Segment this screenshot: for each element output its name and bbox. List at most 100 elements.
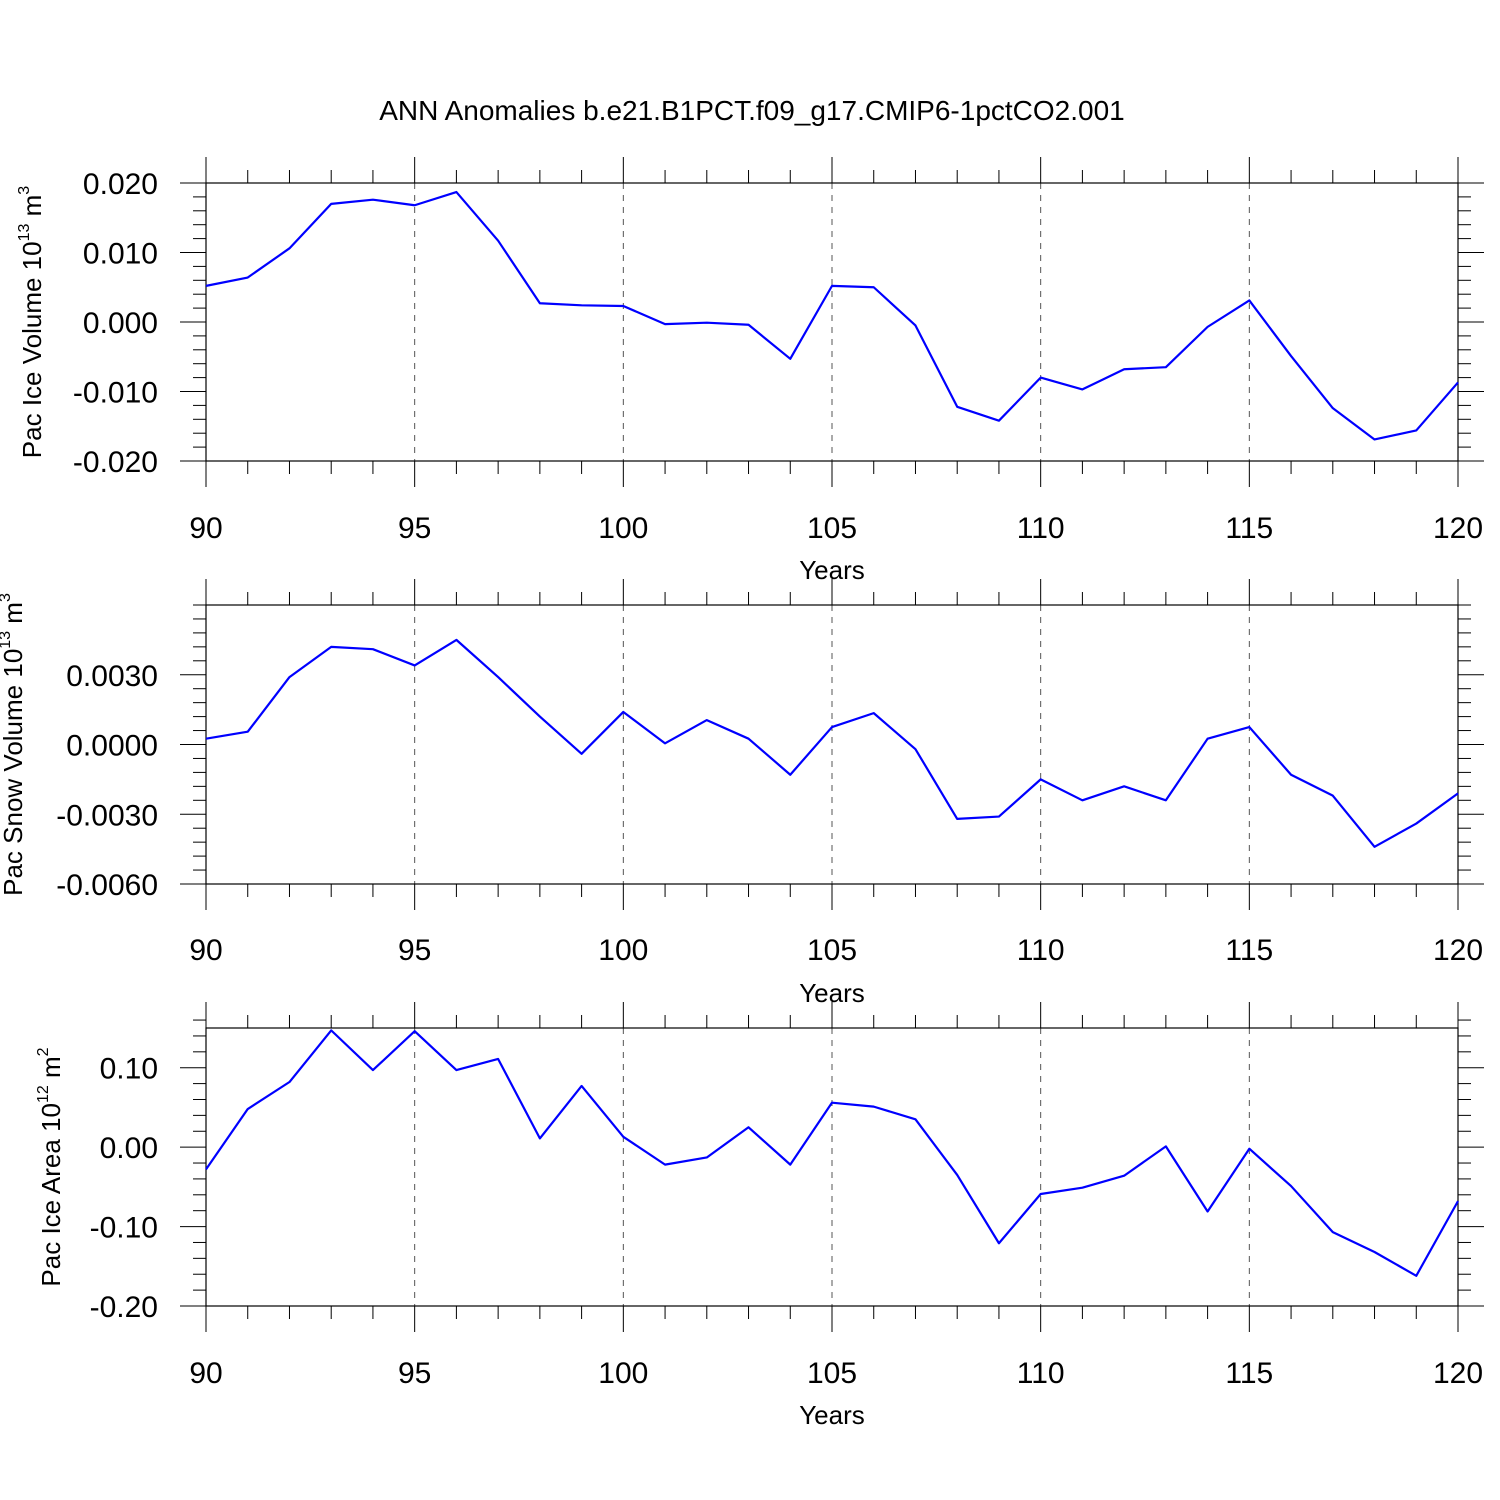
- data-point: [997, 1241, 1001, 1245]
- data-point: [1206, 737, 1210, 741]
- data-point: [287, 1080, 291, 1084]
- series-line: [205, 190, 1459, 441]
- x-tick-label: 120: [1433, 1357, 1483, 1390]
- data-point: [955, 405, 959, 409]
- y-tick-label: 0.020: [83, 168, 158, 201]
- data-point: [663, 322, 667, 326]
- data-point: [872, 711, 876, 715]
- y-axis-title: Pac Ice Volume 1013 m3: [16, 186, 47, 459]
- data-point: [747, 737, 751, 741]
- x-tick-label: 110: [1017, 1357, 1065, 1390]
- data-point: [1164, 1144, 1168, 1148]
- data-point: [1039, 1192, 1043, 1196]
- data-point: [830, 1101, 834, 1105]
- data-point: [580, 1084, 584, 1088]
- figure-title: ANN Anomalies b.e21.B1PCT.f09_g17.CMIP6-…: [379, 95, 1125, 126]
- data-point: [287, 246, 291, 250]
- data-point: [1247, 725, 1251, 729]
- data-point: [955, 817, 959, 821]
- y-tick-label: -0.0030: [56, 799, 158, 832]
- data-point: [1080, 387, 1084, 391]
- y-tick-label: -0.10: [90, 1212, 158, 1245]
- y-axis-title-superscript: 2: [35, 1047, 52, 1056]
- data-point: [913, 747, 917, 751]
- data-point: [413, 203, 417, 207]
- x-tick-label: 110: [1017, 934, 1065, 967]
- y-axis-title: Pac Snow Volume 1013 m3: [0, 593, 28, 896]
- x-tick-label: 95: [398, 1357, 431, 1390]
- data-point: [1080, 798, 1084, 802]
- x-tick-label: 120: [1433, 512, 1483, 545]
- data-point: [788, 1163, 792, 1167]
- data-point: [246, 1107, 250, 1111]
- data-point: [1414, 822, 1418, 826]
- data-point: [913, 323, 917, 327]
- y-tick-label: -0.0060: [56, 869, 158, 902]
- data-point: [287, 675, 291, 679]
- x-tick-label: 90: [189, 934, 222, 967]
- x-tick-label: 110: [1017, 512, 1065, 545]
- data-point: [705, 718, 709, 722]
- data-point: [496, 675, 500, 679]
- x-tick-label: 105: [807, 512, 857, 545]
- data-point: [1122, 367, 1126, 371]
- y-tick-label: 0.0030: [66, 660, 158, 693]
- y-tick-label: 0.00: [100, 1132, 158, 1165]
- data-point: [1414, 1274, 1418, 1278]
- data-point: [997, 815, 1001, 819]
- x-tick-label: 115: [1225, 512, 1273, 545]
- data-point: [496, 239, 500, 243]
- data-point: [204, 1167, 208, 1171]
- x-tick-label: 120: [1433, 934, 1483, 967]
- data-point: [1456, 380, 1460, 384]
- x-tick-label: 100: [598, 512, 648, 545]
- y-axis-title-superscript: 3: [0, 593, 14, 602]
- data-point: [371, 1068, 375, 1072]
- data-point: [621, 304, 625, 308]
- data-point: [1289, 773, 1293, 777]
- data-point: [1039, 376, 1043, 380]
- data-point: [621, 1135, 625, 1139]
- y-tick-label: -0.20: [90, 1291, 158, 1324]
- y-axis-title-part: m: [36, 1056, 66, 1085]
- y-axis-title-part: m: [17, 195, 47, 224]
- y-axis-title: Pac Ice Area 1012 m2: [35, 1047, 66, 1286]
- y-tick-label: 0.000: [83, 307, 158, 340]
- data-point: [204, 737, 208, 741]
- data-point: [663, 1163, 667, 1167]
- data-point: [538, 715, 542, 719]
- data-point: [204, 284, 208, 288]
- data-point: [621, 710, 625, 714]
- data-point: [788, 357, 792, 361]
- y-tick-label: 0.0000: [66, 730, 158, 763]
- x-axis-title: Years: [799, 1400, 865, 1430]
- data-point: [1247, 298, 1251, 302]
- data-point: [1164, 365, 1168, 369]
- data-point: [1456, 1199, 1460, 1203]
- x-tick-label: 105: [807, 1357, 857, 1390]
- data-point: [1414, 428, 1418, 432]
- panel-1: -0.020 -0.010 0.000 0.010 0.020 90 95 100 105 110…: [16, 157, 1484, 585]
- data-point: [705, 321, 709, 325]
- y-axis-title-part: m: [0, 602, 28, 631]
- data-point: [371, 647, 375, 651]
- data-point: [246, 730, 250, 734]
- data-point: [747, 1125, 751, 1129]
- data-point: [830, 284, 834, 288]
- y-axis-title-superscript: 13: [16, 223, 33, 241]
- data-point: [413, 663, 417, 667]
- data-point: [1080, 1186, 1084, 1190]
- panel-2: -0.0060 -0.0030 0.0000 0.0030 90 95 100 105 110 1…: [0, 579, 1484, 1008]
- y-tick-label: 0.010: [83, 238, 158, 271]
- data-point: [329, 202, 333, 206]
- data-point: [997, 419, 1001, 423]
- data-point: [454, 190, 458, 194]
- x-tick-label: 105: [807, 934, 857, 967]
- data-point: [1122, 1174, 1126, 1178]
- data-point: [913, 1117, 917, 1121]
- data-point: [329, 1028, 333, 1032]
- data-point: [747, 323, 751, 327]
- data-point: [1289, 354, 1293, 358]
- data-point: [496, 1057, 500, 1061]
